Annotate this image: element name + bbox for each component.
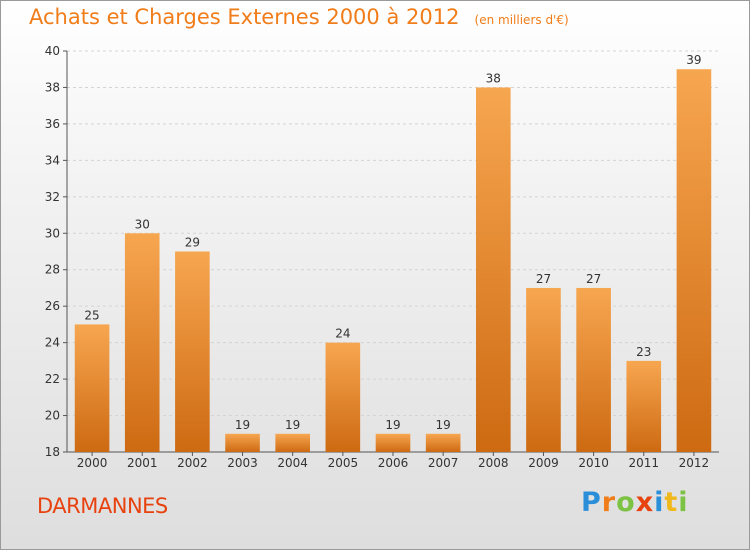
y-tick-label: 26 (45, 299, 60, 313)
bars (74, 69, 712, 453)
bar (225, 433, 260, 452)
y-tick-label: 34 (45, 153, 60, 167)
bar (526, 287, 561, 452)
x-tick-label: 2002 (177, 456, 208, 470)
bar-value-label: 19 (235, 418, 250, 432)
bar (676, 69, 712, 453)
bar (74, 324, 110, 452)
y-tick-label: 28 (45, 263, 60, 277)
x-tick-label: 2009 (528, 456, 559, 470)
y-tick-label: 22 (45, 372, 60, 386)
x-tick-label: 2003 (227, 456, 258, 470)
bar (124, 233, 160, 452)
proxiti-logo: Proxiti (581, 487, 689, 518)
x-tick-label: 2010 (578, 456, 609, 470)
y-tick-label: 32 (45, 190, 60, 204)
axes (63, 50, 719, 456)
bar-value-label: 19 (436, 418, 451, 432)
bar-value-label: 39 (686, 53, 701, 67)
bar-value-label: 25 (84, 308, 99, 322)
chart-unit: (en milliers d'€) (474, 13, 569, 27)
bar-value-label: 24 (335, 327, 350, 341)
y-tick-label: 18 (45, 445, 60, 459)
x-tick-label: 2011 (628, 456, 659, 470)
labels: 18 20 22 24 26 28 30 32 34 36 38 40 25 2000 30 2001 29 20… (45, 44, 709, 470)
bar (425, 433, 461, 452)
x-tick-label: 2004 (277, 456, 308, 470)
x-tick-label: 2001 (127, 456, 158, 470)
y-tick-label: 36 (45, 117, 60, 131)
x-tick-label: 2000 (77, 456, 108, 470)
bar-value-label: 19 (285, 418, 300, 432)
y-tick-label: 24 (45, 336, 60, 350)
bar (375, 433, 411, 452)
bar-value-label: 19 (385, 418, 400, 432)
x-tick-label: 2012 (679, 456, 710, 470)
y-tick-label: 40 (45, 44, 60, 58)
logo-letter: P (581, 487, 602, 518)
y-tick-label: 30 (45, 226, 60, 240)
bar (626, 360, 662, 452)
bar (275, 433, 310, 452)
logo-letter: x (635, 487, 655, 518)
logo-letter: r (601, 487, 617, 518)
bar-value-label: 29 (185, 236, 200, 250)
bar-value-label: 27 (586, 272, 601, 286)
logo-letter: o (616, 487, 636, 518)
bar-value-label: 23 (636, 345, 651, 359)
bar (476, 87, 511, 453)
x-tick-label: 2005 (328, 456, 359, 470)
bar (325, 342, 361, 452)
bar (175, 251, 210, 452)
bar-value-label: 38 (486, 71, 501, 85)
logo-letter: i (678, 487, 689, 518)
chart-title: Achats et Charges Externes 2000 à 2012 (29, 5, 460, 29)
y-tick-label: 20 (45, 409, 60, 423)
x-tick-label: 2007 (428, 456, 459, 470)
commune-name: DARMANNES (37, 494, 168, 518)
x-tick-label: 2008 (478, 456, 509, 470)
logo-letter: i (654, 487, 665, 518)
bar-value-label: 30 (135, 217, 150, 231)
x-tick-label: 2006 (378, 456, 409, 470)
logo-letter: t (664, 487, 679, 518)
bar (576, 287, 611, 452)
y-tick-label: 38 (45, 80, 60, 94)
grid-lines (67, 50, 719, 453)
title-row: Achats et Charges Externes 2000 à 2012 (… (29, 5, 569, 29)
bar-value-label: 27 (536, 272, 551, 286)
